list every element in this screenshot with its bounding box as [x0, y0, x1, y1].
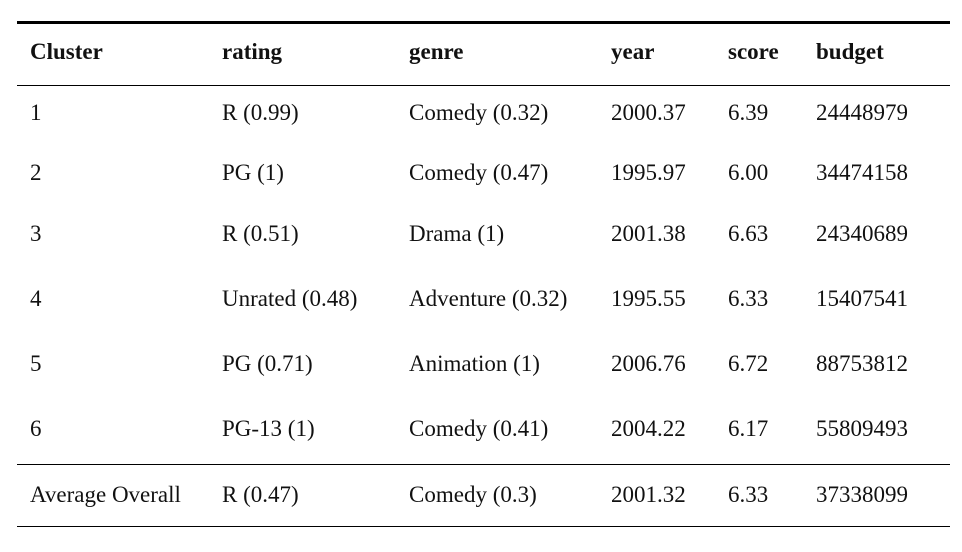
cell-rating: PG (1) [222, 160, 284, 185]
cell-cluster: 3 [30, 221, 42, 246]
cell-cluster: 5 [30, 351, 42, 376]
cell-score: 6.33 [728, 286, 769, 311]
cell-budget: 55809493 [816, 416, 908, 441]
footer-cluster: Average Overall [30, 482, 181, 507]
cell-genre: Comedy (0.32) [409, 100, 549, 125]
cell-year: 2000.37 [611, 100, 686, 125]
table-footer-row: Average Overall R (0.47) Comedy (0.3) 20… [0, 481, 962, 509]
table-header-row: Cluster rating genre year score budget [0, 38, 962, 66]
cell-rating: R (0.51) [222, 221, 299, 246]
table-row: 6 PG-13 (1) Comedy (0.41) 2004.22 6.17 5… [0, 415, 962, 443]
cell-year: 1995.97 [611, 160, 686, 185]
cell-rating: R (0.99) [222, 100, 299, 125]
table-row: 2 PG (1) Comedy (0.47) 1995.97 6.00 3447… [0, 159, 962, 187]
cell-genre: Adventure (0.32) [409, 286, 568, 311]
table-top-rule [17, 21, 950, 24]
cell-budget: 24340689 [816, 221, 908, 246]
footer-genre: Comedy (0.3) [409, 482, 537, 507]
cell-genre: Animation (1) [409, 351, 540, 376]
cell-score: 6.17 [728, 416, 769, 441]
table-row: 5 PG (0.71) Animation (1) 2006.76 6.72 8… [0, 350, 962, 378]
table-row: 3 R (0.51) Drama (1) 2001.38 6.63 243406… [0, 220, 962, 248]
cell-score: 6.00 [728, 160, 769, 185]
footer-rating: R (0.47) [222, 482, 299, 507]
header-year: year [611, 39, 655, 64]
table-header-rule [17, 85, 950, 86]
header-score: score [728, 39, 779, 64]
cell-genre: Comedy (0.41) [409, 416, 549, 441]
cell-cluster: 6 [30, 416, 42, 441]
footer-budget: 37338099 [816, 482, 908, 507]
header-genre: genre [409, 39, 464, 64]
cell-rating: Unrated (0.48) [222, 286, 358, 311]
footer-year: 2001.32 [611, 482, 686, 507]
footer-score: 6.33 [728, 482, 769, 507]
cell-rating: PG-13 (1) [222, 416, 315, 441]
cell-cluster: 2 [30, 160, 42, 185]
cell-year: 2001.38 [611, 221, 686, 246]
cell-genre: Drama (1) [409, 221, 505, 246]
cell-year: 1995.55 [611, 286, 686, 311]
header-rating: rating [222, 39, 283, 64]
cell-budget: 34474158 [816, 160, 908, 185]
cell-rating: PG (0.71) [222, 351, 313, 376]
table-bottom-rule [17, 526, 950, 527]
header-cluster: Cluster [30, 39, 103, 64]
cell-cluster: 4 [30, 286, 42, 311]
cell-budget: 88753812 [816, 351, 908, 376]
cell-budget: 15407541 [816, 286, 908, 311]
header-budget: budget [816, 39, 884, 64]
cell-score: 6.72 [728, 351, 769, 376]
cell-budget: 24448979 [816, 100, 908, 125]
cell-score: 6.63 [728, 221, 769, 246]
cell-year: 2004.22 [611, 416, 686, 441]
cell-year: 2006.76 [611, 351, 686, 376]
cell-cluster: 1 [30, 100, 42, 125]
table-row: 4 Unrated (0.48) Adventure (0.32) 1995.5… [0, 285, 962, 313]
table-row: 1 R (0.99) Comedy (0.32) 2000.37 6.39 24… [0, 99, 962, 127]
cell-genre: Comedy (0.47) [409, 160, 549, 185]
cell-score: 6.39 [728, 100, 769, 125]
table-footer-rule [17, 464, 950, 465]
